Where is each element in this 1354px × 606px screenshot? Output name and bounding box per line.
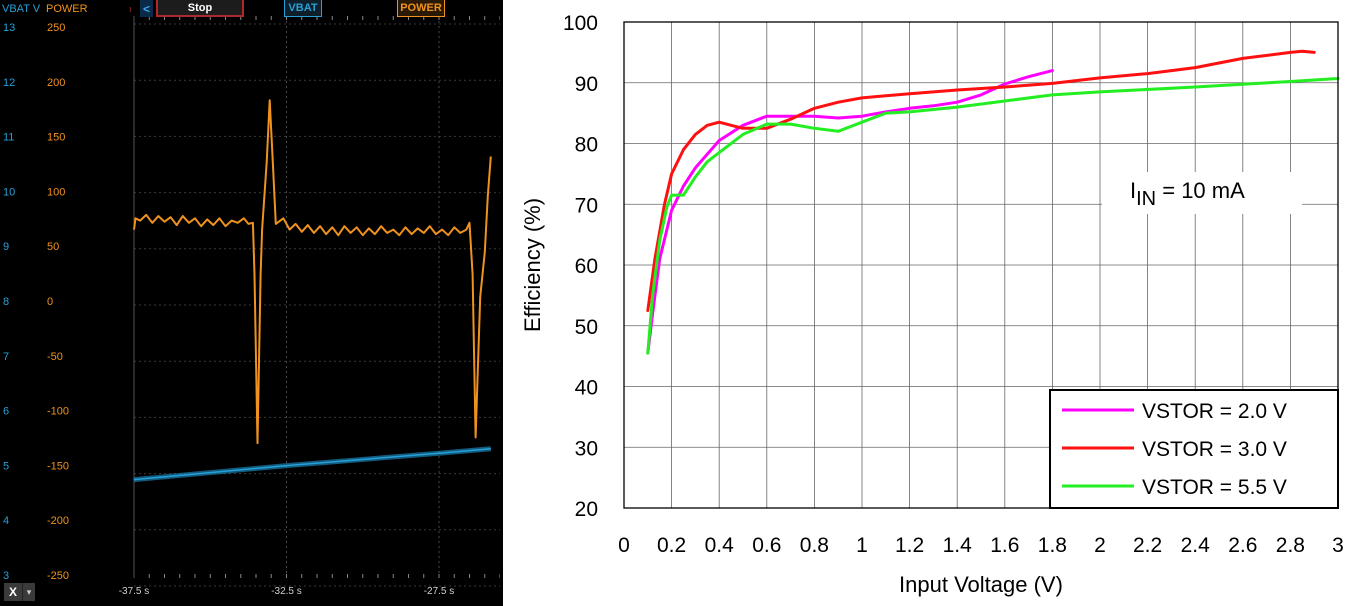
scope-axis-labels: 13 12 11 10 9 8 7 6 5 4 3 250 200 150 100 50 0 -50 -100 -15… — [3, 22, 454, 597]
vbat-axis-tick-label: 10 — [3, 186, 15, 198]
series-line — [646, 69, 1054, 355]
tab-vbat[interactable]: VBAT — [284, 0, 322, 17]
x-tick-label: 2 — [1094, 534, 1106, 557]
legend-label: VSTOR = 3.0 V — [1142, 438, 1287, 461]
vbat-axis-tick-label: 6 — [3, 406, 9, 418]
vbat-axis-tick-label: 13 — [3, 22, 15, 34]
stop-button[interactable]: Stop — [156, 0, 244, 17]
back-arrow-icon[interactable]: < — [140, 0, 153, 17]
x-tick-label: 2.4 — [1181, 534, 1211, 557]
power-axis-tick-label: 150 — [47, 132, 65, 144]
vbat-axis-tick-label: 8 — [3, 296, 9, 308]
y-tick-label: 70 — [575, 194, 598, 217]
oscilloscope-panel: 13 12 11 10 9 8 7 6 5 4 3 250 200 150 100 50 0 -50 -100 -15… — [0, 0, 502, 606]
power-axis-header: POWER — [46, 3, 88, 15]
y-tick-label: 80 — [575, 134, 598, 157]
power-axis-tick-label: -250 — [47, 570, 69, 582]
y-tick-label: 100 — [563, 12, 598, 35]
y-tick-label: 40 — [575, 377, 598, 400]
x-tick-label: 2.6 — [1228, 534, 1257, 557]
power-axis-tick-label: 200 — [47, 77, 65, 89]
power-axis-tick-label: -50 — [47, 351, 63, 363]
vbat-axis-tick-label: 11 — [3, 132, 14, 144]
power-axis-tick-label: 100 — [47, 186, 65, 198]
vbat-axis-tick-label: 3 — [3, 570, 9, 582]
y-tick-label: 30 — [575, 437, 598, 460]
vbat-axis-tick-label: 4 — [3, 515, 9, 527]
power-axis-tick-label: 0 — [47, 296, 53, 308]
annotation-background — [1102, 172, 1302, 214]
legend-label: VSTOR = 5.5 V — [1142, 476, 1287, 499]
time-tick-label: -27.5 s — [424, 586, 455, 597]
series-line — [646, 49, 1316, 313]
y-tick-label: 20 — [575, 498, 598, 521]
chevron-down-icon[interactable]: ▾ — [22, 583, 35, 601]
scope-plot: 13 12 11 10 9 8 7 6 5 4 3 250 200 150 100 50 0 -50 -100 -15… — [2, 3, 501, 597]
time-tick-label: -32.5 s — [271, 586, 302, 597]
time-tick-label: -37.5 s — [119, 586, 150, 597]
x-tick-label: 0.6 — [752, 534, 781, 557]
power-axis-tick-label: -200 — [47, 515, 69, 527]
annotation-text: IIN = 10 mA — [1130, 178, 1245, 210]
vbat-trace — [133, 447, 491, 481]
y-tick-label: 90 — [575, 73, 598, 96]
x-tick-label: 3 — [1332, 534, 1344, 557]
annotation-subscript: IN — [1136, 188, 1156, 210]
scope-grid — [133, 16, 501, 587]
panel-divider — [500, 0, 503, 606]
y-tick-label: 50 — [575, 316, 598, 339]
x-tick-label: 0.4 — [705, 534, 735, 557]
scope-traces — [133, 99, 492, 483]
efficiency-tick-labels: 0 0.2 0.4 0.6 0.8 1 1.2 1.4 1.6 1.8 2 2.2 2.4 2.6 2.8 3… — [563, 12, 1344, 557]
vbat-axis-tick-label: 9 — [3, 241, 9, 253]
power-axis-tick-label: -150 — [47, 460, 69, 472]
efficiency-chart: 0 0.2 0.4 0.6 0.8 1 1.2 1.4 1.6 1.8 2 2.2 2.4 2.6 2.8 3… — [520, 12, 1344, 597]
power-trace — [133, 99, 492, 445]
vbat-axis-tick-label: 7 — [3, 351, 9, 363]
x-tick-label: 2.2 — [1133, 534, 1162, 557]
legend: VSTOR = 2.0 V VSTOR = 3.0 V VSTOR = 5.5 V — [1049, 389, 1339, 509]
annotation-prefix: I — [1130, 178, 1136, 203]
power-axis-tick-label: 50 — [47, 241, 59, 253]
x-tick-label: 2.8 — [1276, 534, 1305, 557]
channel-marker: ı — [129, 4, 132, 14]
y-axis-label: Efficiency (%) — [520, 198, 545, 332]
x-tick-label: 1.2 — [895, 534, 924, 557]
current-annotation: IIN = 10 mA — [1102, 172, 1302, 214]
y-tick-label: 60 — [575, 255, 598, 278]
x-tick-label: 1.8 — [1038, 534, 1067, 557]
x-tick-label: 0.2 — [657, 534, 686, 557]
x-axis-button[interactable]: X — [4, 583, 22, 601]
legend-label: VSTOR = 2.0 V — [1142, 400, 1287, 423]
tab-power[interactable]: POWER — [397, 0, 445, 17]
series-line — [646, 77, 1340, 355]
x-tick-label: 0.8 — [800, 534, 829, 557]
x-tick-label: 1.6 — [990, 534, 1019, 557]
annotation-suffix: = 10 mA — [1156, 178, 1245, 203]
x-tick-label: 1 — [856, 534, 868, 557]
x-tick-label: 1.4 — [943, 534, 973, 557]
vbat-axis-header: VBAT V — [2, 3, 41, 15]
x-axis-label: Input Voltage (V) — [899, 572, 1063, 597]
power-axis-tick-label: -100 — [47, 406, 69, 418]
plot-frame — [623, 21, 1339, 509]
efficiency-series — [646, 49, 1340, 355]
x-tick-label: 0 — [618, 534, 630, 557]
vbat-axis-tick-label: 12 — [3, 77, 15, 89]
power-axis-tick-label: 250 — [47, 22, 65, 34]
vbat-axis-tick-label: 5 — [3, 460, 9, 472]
